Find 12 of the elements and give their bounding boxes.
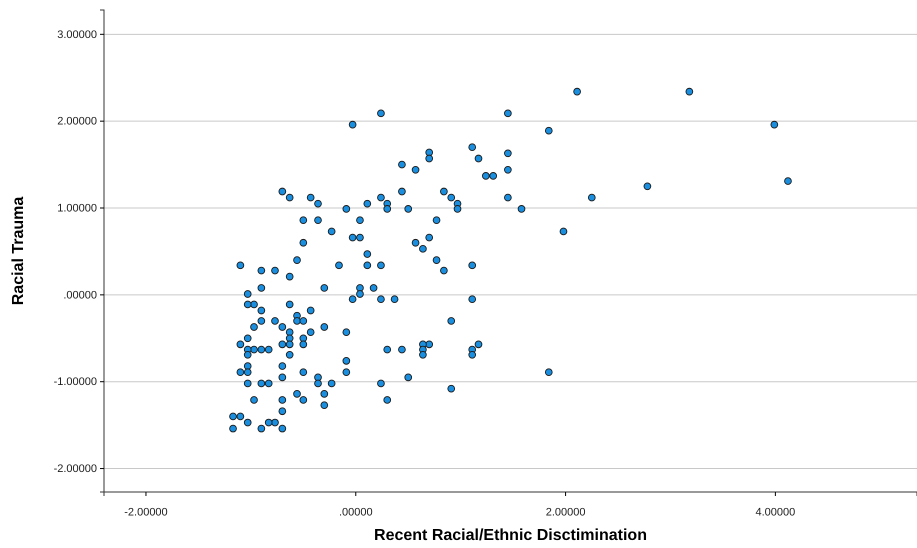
y-tick-label: 2.00000 [57,116,97,128]
x-axis-title: Recent Racial/Ethnic Disctimination [374,527,647,544]
x-tick-label: 4.00000 [756,506,796,518]
x-tick-label: -2.00000 [124,506,168,518]
x-tick-label: 2.00000 [546,506,586,518]
y-axis-title: Racial Trauma [10,196,27,306]
x-tick-label: .00000 [338,506,373,518]
y-tick-label: 3.00000 [57,28,97,41]
y-tick-label: 1.00000 [57,202,97,215]
y-tick-label: .00000 [63,289,97,302]
y-tick-label: -2.00000 [54,463,97,476]
y-tick-label: -1.00000 [54,376,97,388]
